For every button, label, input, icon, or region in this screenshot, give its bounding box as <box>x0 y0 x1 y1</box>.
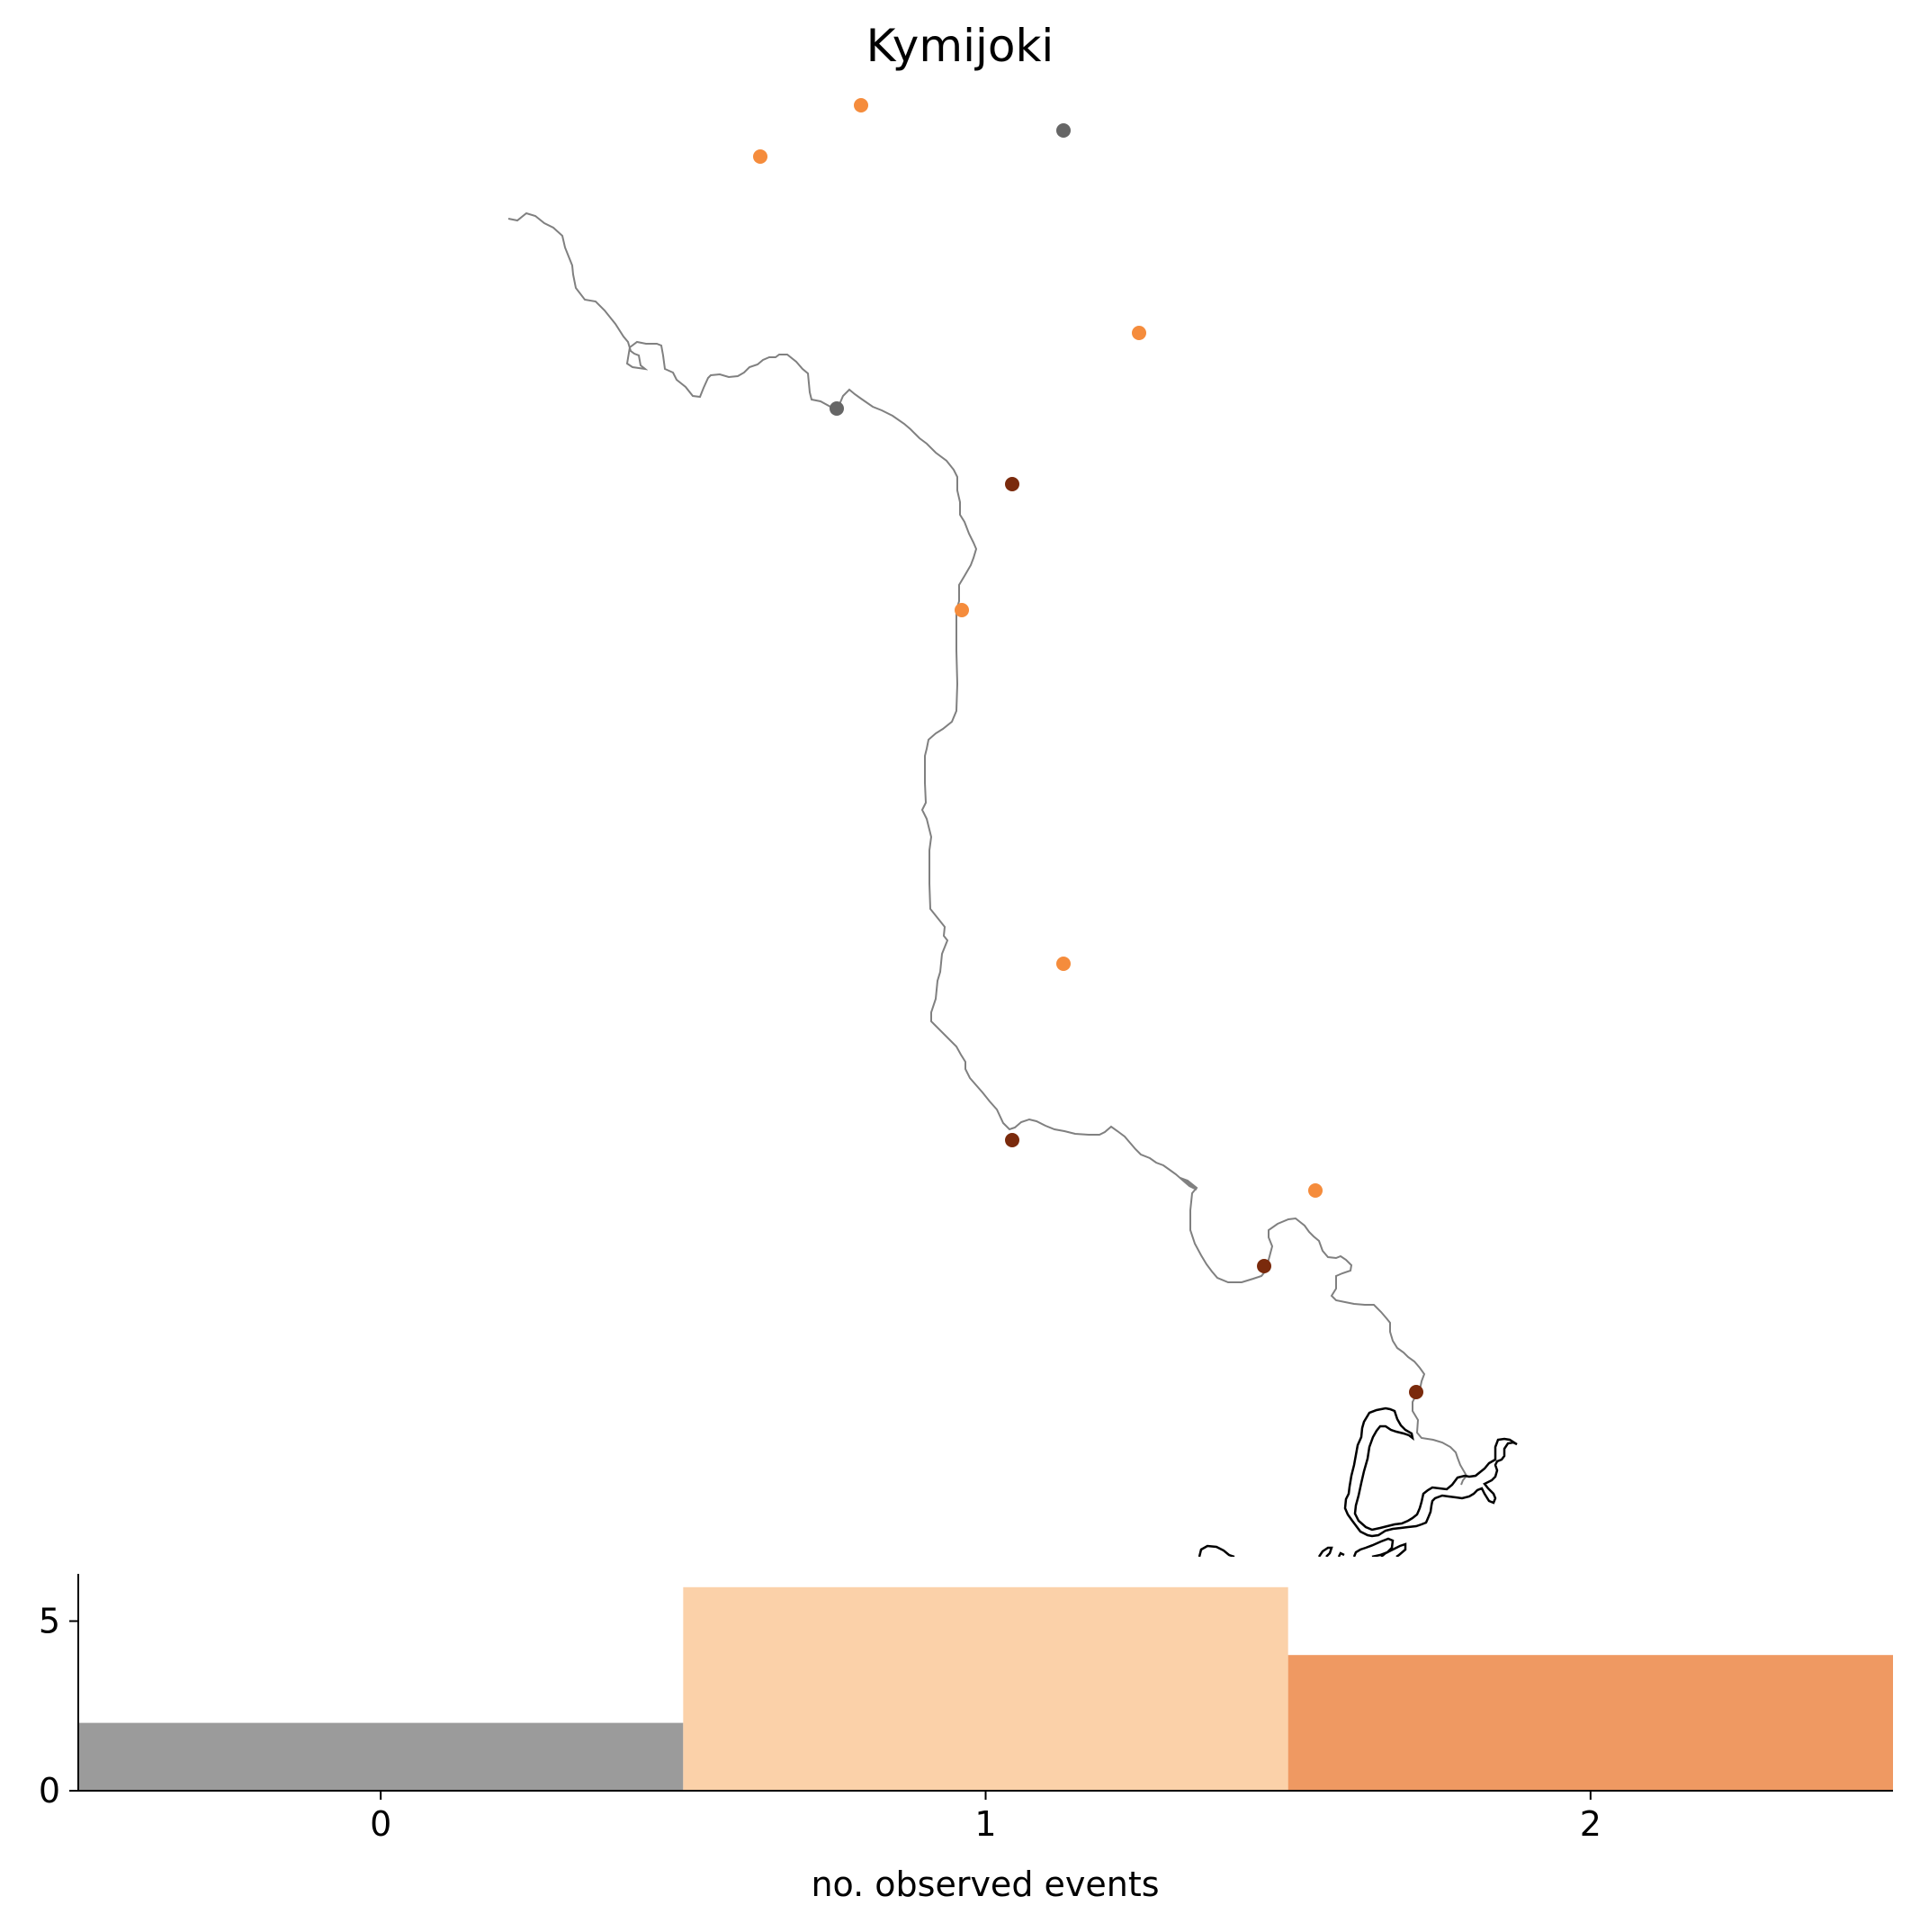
histogram-bar-2 <box>1287 1655 1893 1791</box>
x-tick-label: 1 <box>974 1804 996 1844</box>
station-marker <box>1005 1133 1019 1147</box>
station-marker <box>1056 123 1071 138</box>
station-marker <box>753 149 767 164</box>
x-tick-label: 2 <box>1580 1804 1601 1844</box>
station-marker <box>1308 1183 1323 1198</box>
map <box>507 98 1518 1557</box>
x-axis-label: no. observed events <box>811 1865 1159 1904</box>
y-tick-label: 5 <box>39 1602 60 1641</box>
station-marker <box>830 401 844 416</box>
histogram-bar-1 <box>683 1586 1288 1791</box>
station-marker <box>1005 477 1019 491</box>
coastline <box>1198 1406 1518 1557</box>
x-tick-label: 0 <box>370 1804 391 1844</box>
histogram: 0 5 0 1 2 no. observed events <box>39 1574 1893 1904</box>
station-marker <box>1409 1385 1423 1399</box>
station-marker <box>1056 957 1071 971</box>
gauge-stations <box>753 98 1423 1399</box>
station-marker <box>1257 1259 1271 1273</box>
histogram-bar-0 <box>78 1722 684 1791</box>
river-line <box>507 211 1468 1486</box>
station-marker <box>854 98 868 112</box>
station-marker <box>1132 326 1146 340</box>
y-tick-label: 0 <box>39 1771 60 1811</box>
map-title: Kymijoki <box>866 20 1054 72</box>
station-marker <box>955 603 969 617</box>
